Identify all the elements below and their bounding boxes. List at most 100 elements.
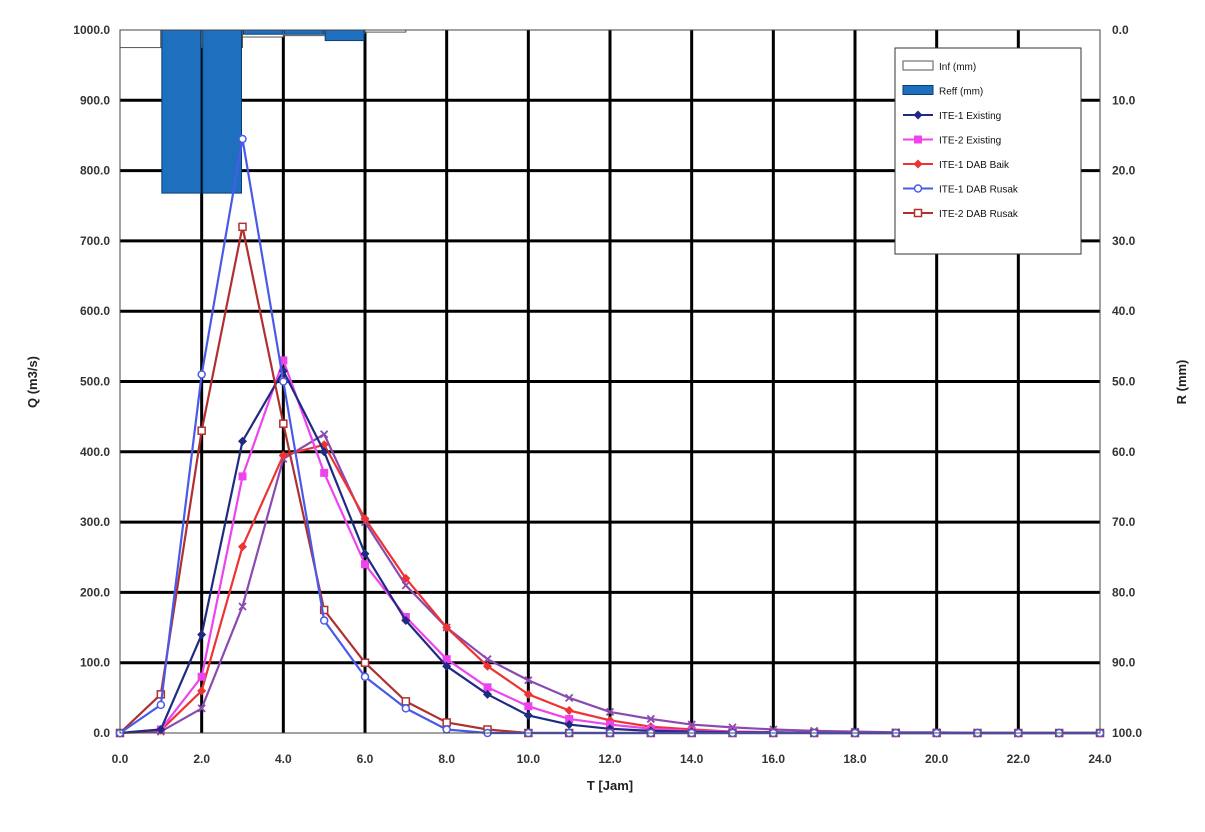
data-point: [361, 560, 369, 569]
data-point: [279, 419, 288, 428]
x-tick-label: 18.0: [843, 752, 867, 766]
data-point: [197, 630, 207, 640]
y-right-axis-title: R (mm): [1174, 360, 1189, 405]
y-right-tick-label: 80.0: [1112, 585, 1136, 599]
legend-label: ITE-1 Existing: [939, 111, 1001, 122]
data-point: [401, 581, 410, 590]
legend-swatch: [902, 85, 934, 95]
x-tick-label: 14.0: [680, 752, 704, 766]
data-point: [605, 707, 615, 717]
legend-label: ITE-1 DAB Baik: [939, 160, 1010, 171]
y-left-tick-label: 0.0: [93, 726, 110, 740]
data-point: [524, 676, 533, 685]
y-left-tick-label: 1000.0: [73, 23, 110, 37]
data-point: [483, 661, 492, 671]
data-point: [483, 689, 492, 699]
data-point: [564, 706, 574, 716]
data-point: [238, 436, 247, 446]
data-point: [320, 468, 329, 477]
x-axis-title: T [Jam]: [587, 778, 633, 793]
data-point: [197, 686, 207, 696]
y-right-tick-label: 100.0: [1112, 726, 1142, 740]
y-left-tick-label: 900.0: [80, 93, 110, 107]
data-point: [913, 184, 923, 193]
data-point: [360, 658, 370, 667]
x-tick-label: 8.0: [438, 752, 455, 766]
y-left-tick-label: 800.0: [80, 164, 110, 178]
y-left-tick-label: 600.0: [80, 304, 110, 318]
data-point: [238, 602, 247, 611]
legend-label: Inf (mm): [939, 62, 976, 73]
x-tick-label: 2.0: [193, 752, 210, 766]
data-point: [401, 697, 411, 706]
data-point: [279, 377, 288, 386]
y-right-tick-label: 10.0: [1112, 93, 1136, 107]
reff-bar: [283, 29, 324, 35]
data-point: [319, 447, 329, 457]
data-point: [483, 683, 492, 692]
reff-bar: [202, 29, 243, 194]
data-point: [442, 725, 451, 734]
y-right-tick-label: 0.0: [1112, 23, 1129, 37]
data-point: [197, 370, 206, 379]
x-tick-label: 4.0: [275, 752, 292, 766]
data-point: [524, 702, 533, 711]
y-left-tick-label: 500.0: [80, 375, 110, 389]
y-right-tick-label: 20.0: [1112, 164, 1136, 178]
legend-label: ITE-1 DAB Rusak: [939, 185, 1019, 196]
y-left-tick-label: 200.0: [80, 585, 110, 599]
y-left-tick-label: 100.0: [80, 656, 110, 670]
reff-bar: [243, 29, 283, 35]
data-point: [442, 718, 451, 727]
data-point: [914, 135, 922, 144]
y-right-tick-labels: 100.0 90.0 80.0 70.0 60.0 50.0 40.0 30.0 20.0 10.…: [1112, 23, 1142, 740]
x-tick-labels: 0.0 2.0 4.0 6.0 8.0 10.0 12.0 14.0 16.0 18.0 20.0 2…: [112, 752, 1112, 766]
data-point: [523, 710, 533, 720]
data-point: [913, 159, 923, 169]
legend-label: ITE-2 Existing: [939, 136, 1001, 147]
data-point: [483, 655, 492, 664]
y-right-tick-label: 40.0: [1112, 304, 1136, 318]
data-point: [913, 110, 923, 120]
x-tick-label: 6.0: [357, 752, 374, 766]
y-right-tick-label: 70.0: [1112, 515, 1136, 529]
data-point: [360, 672, 370, 682]
data-point: [197, 672, 206, 681]
legend-label: Reff (mm): [939, 87, 983, 98]
data-point: [319, 616, 329, 625]
data-point: [401, 616, 411, 626]
data-point: [156, 700, 166, 710]
data-point: [319, 605, 329, 615]
data-point: [156, 724, 166, 734]
y-left-tick-labels: 0.0 100.0 200.0 300.0 400.0 500.0 600.0 700.0 80…: [73, 23, 110, 740]
data-point: [197, 704, 206, 713]
rain-bars: [119, 29, 407, 194]
data-point: [913, 208, 923, 218]
data-point: [442, 661, 452, 671]
x-tick-label: 16.0: [762, 752, 786, 766]
data-point: [360, 549, 370, 559]
plot-frame: [119, 29, 1101, 734]
y-left-tick-label: 300.0: [80, 515, 110, 529]
y-left-tick-label: 700.0: [80, 234, 110, 248]
reff-bar: [161, 29, 202, 194]
y-right-tick-label: 90.0: [1112, 656, 1136, 670]
data-point: [646, 714, 655, 724]
x-tick-label: 24.0: [1088, 752, 1112, 766]
data-point: [523, 689, 533, 699]
x-tick-label: 20.0: [925, 752, 949, 766]
y-left-tick-label: 400.0: [80, 445, 110, 459]
y-right-tick-label: 60.0: [1112, 445, 1136, 459]
data-point: [238, 472, 247, 481]
data-point: [238, 134, 247, 144]
data-point: [565, 714, 574, 723]
x-tick-label: 12.0: [598, 752, 622, 766]
data-point: [360, 514, 370, 524]
inf-bar: [119, 29, 162, 49]
data-point: [442, 655, 451, 664]
data-point: [401, 573, 411, 583]
data-point: [564, 720, 574, 730]
data-point: [401, 704, 411, 713]
y-right-tick-label: 50.0: [1112, 375, 1136, 389]
